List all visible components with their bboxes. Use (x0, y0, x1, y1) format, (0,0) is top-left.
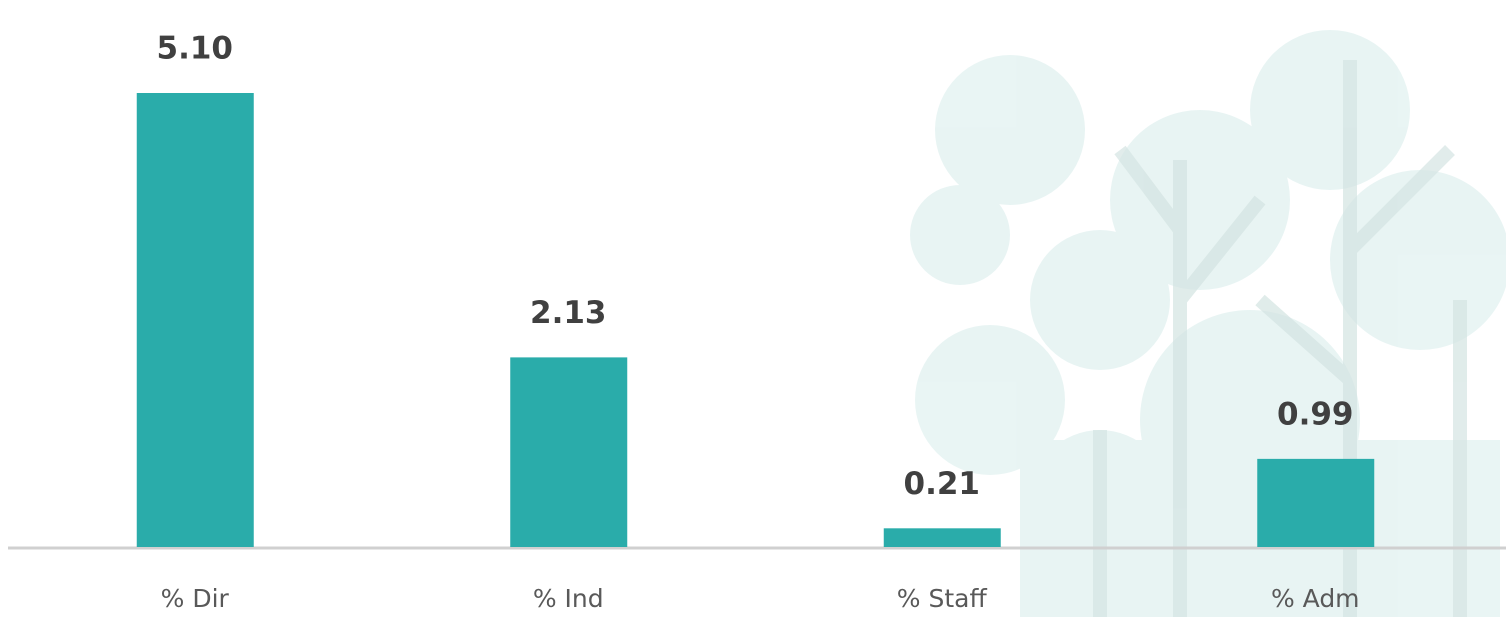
x-tick-label: % Adm (1271, 584, 1360, 613)
bar (883, 528, 1001, 547)
value-label: 0.21 (904, 466, 981, 502)
x-tick-label: % Dir (161, 584, 230, 613)
bar (510, 357, 628, 547)
bar (136, 93, 254, 547)
bar (1257, 458, 1375, 547)
value-label: 2.13 (530, 295, 607, 331)
x-tick-label: % Ind (533, 584, 604, 613)
x-tick-label: % Staff (897, 584, 988, 613)
value-label: 5.10 (157, 31, 234, 67)
value-label: 0.99 (1277, 396, 1354, 432)
